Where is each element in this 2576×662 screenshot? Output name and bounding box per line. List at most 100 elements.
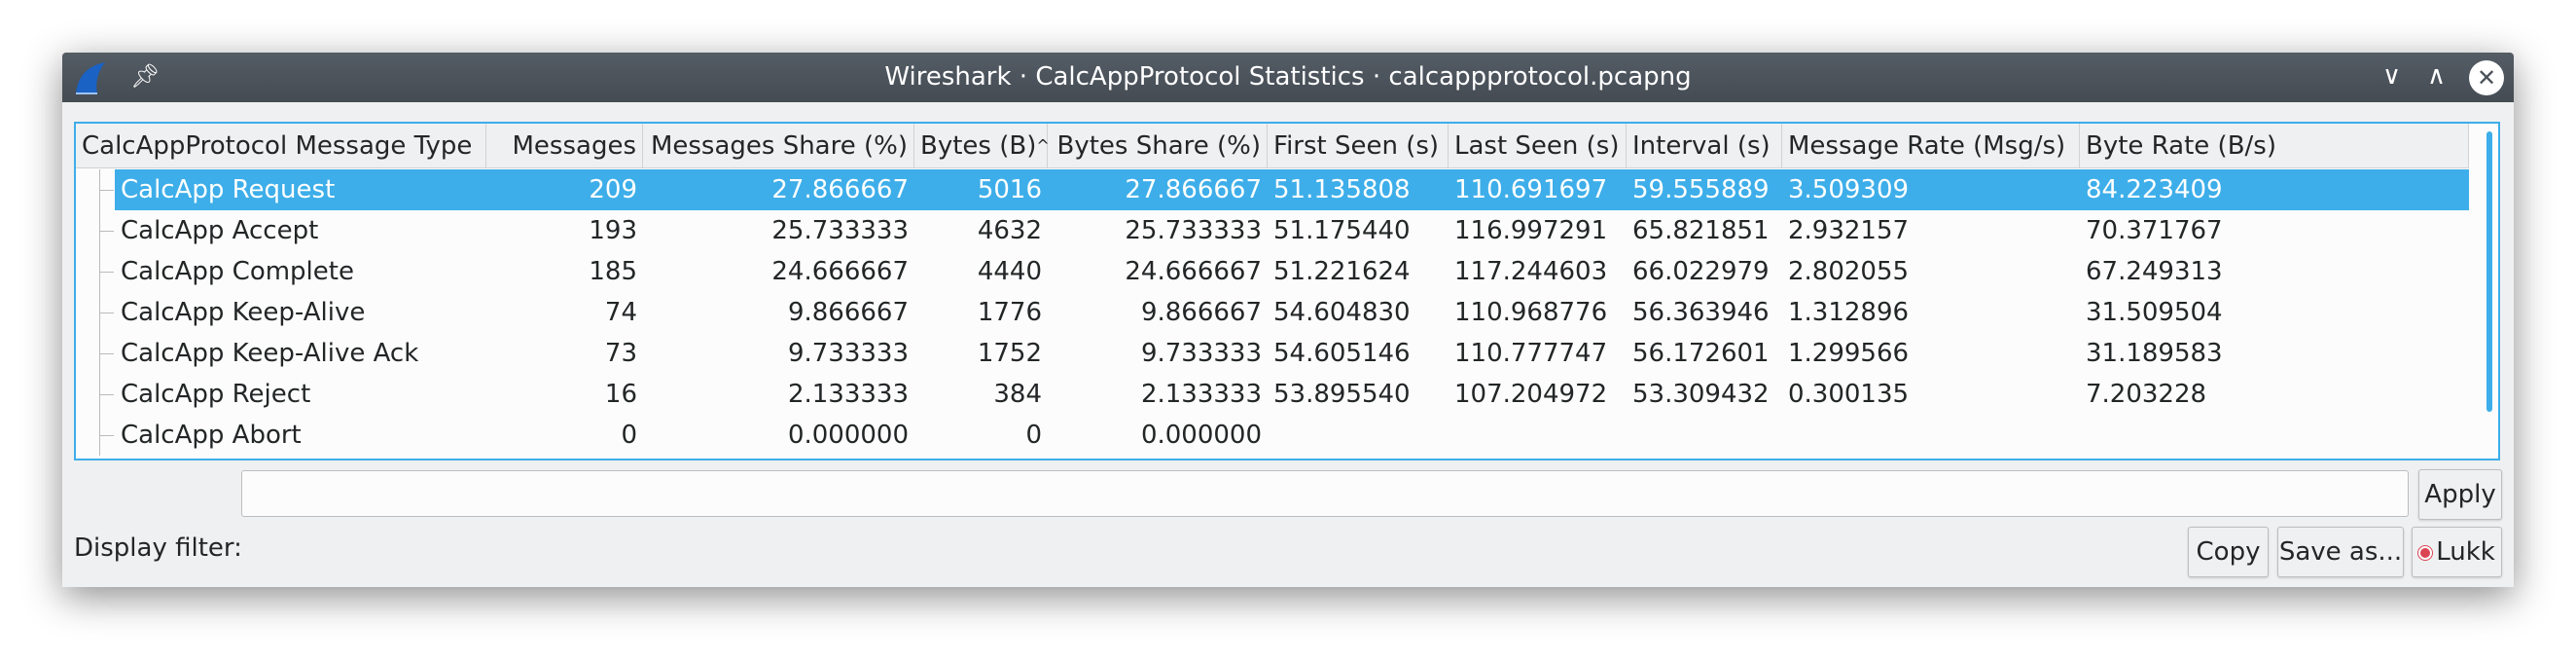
table-cell: 1.299566 — [1788, 339, 1910, 368]
table-cell: 70.371767 — [2086, 216, 2223, 245]
table-cell: 209 — [589, 175, 637, 204]
column-header[interactable]: Messages — [486, 124, 643, 168]
table-cell: CalcApp Abort — [121, 421, 302, 450]
table-cell: 0.300135 — [1788, 380, 1910, 409]
minimize-icon[interactable]: ∨ — [2381, 61, 2401, 91]
tree-line — [99, 169, 115, 210]
table-cell: 51.221624 — [1273, 257, 1411, 286]
table-cell: 9.733333 — [1140, 339, 1262, 368]
statistics-table[interactable]: CalcAppProtocol Message Type Messages Mess… — [74, 122, 2500, 460]
table-cell: CalcApp Reject — [121, 380, 311, 409]
table-cell: 110.777747 — [1454, 339, 1608, 368]
close-circle-icon — [2418, 545, 2433, 560]
tree-line — [99, 251, 115, 292]
table-cell: 24.666667 — [1125, 257, 1262, 286]
table-cell: 31.509504 — [2086, 298, 2223, 327]
table-cell: 51.175440 — [1273, 216, 1411, 245]
table-cell: 2.802055 — [1788, 257, 1910, 286]
table-cell — [1782, 415, 2080, 456]
column-header[interactable]: Last Seen (s) — [1449, 124, 1627, 168]
table-cell: CalcApp Keep-Alive — [121, 298, 366, 327]
table-row[interactable]: CalcApp Keep-Alive 74 9.866667 1776 9.866667… — [76, 292, 2469, 333]
table-cell: 56.172601 — [1632, 339, 1770, 368]
table-cell: CalcApp Keep-Alive Ack — [121, 339, 419, 368]
save-as-button[interactable]: Save as... — [2277, 527, 2404, 577]
table-cell: 7.203228 — [2086, 380, 2207, 409]
table-cell: 110.968776 — [1454, 298, 1608, 327]
table-cell: CalcApp Accept — [121, 216, 319, 245]
table-header: CalcAppProtocol Message Type Messages Mess… — [76, 124, 2469, 168]
column-header[interactable]: Messages Share (%) — [643, 124, 914, 168]
table-cell: 67.249313 — [2086, 257, 2223, 286]
maximize-icon[interactable]: ∧ — [2426, 61, 2446, 91]
table-row[interactable]: CalcApp Request 209 27.866667 5016 27.866667… — [76, 169, 2469, 210]
table-cell: 0 — [621, 421, 637, 450]
table-row[interactable]: CalcApp Keep-Alive Ack 73 9.733333 1752 9.73… — [76, 333, 2469, 374]
table-cell: 54.604830 — [1273, 298, 1411, 327]
table-cell: 2.133333 — [1140, 380, 1262, 409]
table-cell: 4632 — [977, 216, 1042, 245]
table-cell: 25.733333 — [771, 216, 909, 245]
table-cell: 193 — [589, 216, 637, 245]
sort-ascending-icon: ^ — [1036, 136, 1050, 155]
table-cell: 0.000000 — [787, 421, 909, 450]
display-filter-input[interactable] — [241, 470, 2409, 517]
table-cell: 185 — [589, 257, 637, 286]
table-cell — [1268, 415, 1449, 456]
table-row[interactable]: CalcApp Complete 185 24.666667 4440 24.66666… — [76, 251, 2469, 292]
table-cell: 0.000000 — [1140, 421, 1262, 450]
lukk-button[interactable]: Lukk — [2412, 527, 2502, 577]
table-cell: 31.189583 — [2086, 339, 2223, 368]
table-cell: 65.821851 — [1632, 216, 1770, 245]
table-cell: 3.509309 — [1788, 175, 1910, 204]
table-row[interactable]: CalcApp Accept 193 25.733333 4632 25.733333 5… — [76, 210, 2469, 251]
table-cell: 9.733333 — [787, 339, 909, 368]
wireshark-fin-icon — [76, 62, 105, 94]
table-cell — [1449, 415, 1627, 456]
column-header[interactable]: Bytes (B)^ — [914, 124, 1050, 168]
table-cell: 84.223409 — [2086, 175, 2223, 204]
table-cell: 5016 — [977, 175, 1042, 204]
table-cell: 384 — [993, 380, 1042, 409]
table-cell: 73 — [604, 339, 637, 368]
tree-line — [99, 210, 115, 251]
table-cell: 1.312896 — [1788, 298, 1910, 327]
table-cell: 24.666667 — [771, 257, 909, 286]
tree-line — [99, 415, 115, 456]
pin-icon[interactable]: 📌︎ — [130, 62, 161, 90]
table-cell — [2080, 415, 2469, 456]
table-cell: 107.204972 — [1454, 380, 1608, 409]
display-filter-label: Display filter: — [74, 533, 242, 563]
table-cell: 9.866667 — [787, 298, 909, 327]
copy-button[interactable]: Copy — [2188, 527, 2269, 577]
close-icon[interactable]: ✕ — [2469, 60, 2504, 95]
table-cell: 66.022979 — [1632, 257, 1770, 286]
tree-line — [99, 292, 115, 333]
table-cell: 56.363946 — [1632, 298, 1770, 327]
table-cell: CalcApp Request — [121, 175, 336, 204]
scrollbar[interactable] — [2487, 131, 2492, 412]
table-cell: 110.691697 — [1454, 175, 1608, 204]
column-header[interactable]: Message Rate (Msg/s) — [1782, 124, 2080, 168]
table-cell: 116.997291 — [1454, 216, 1608, 245]
window-title: Wireshark · CalcAppProtocol Statistics ·… — [884, 62, 1692, 92]
column-header-label: Bytes (B) — [920, 131, 1037, 161]
table-cell: 53.309432 — [1632, 380, 1770, 409]
column-header[interactable]: Interval (s) — [1627, 124, 1782, 168]
table-cell: 53.895540 — [1273, 380, 1411, 409]
table-cell: 2.932157 — [1788, 216, 1910, 245]
column-header[interactable]: Bytes Share (%) — [1048, 124, 1268, 168]
table-row[interactable]: CalcApp Abort 0 0.000000 0 0.000000 — [76, 415, 2469, 456]
column-header[interactable]: First Seen (s) — [1268, 124, 1449, 168]
table-cell: 27.866667 — [1125, 175, 1262, 204]
table-cell: 59.555889 — [1632, 175, 1770, 204]
table-cell: 1776 — [977, 298, 1042, 327]
column-header[interactable]: Byte Rate (B/s) — [2080, 124, 2469, 168]
table-row[interactable]: CalcApp Reject 16 2.133333 384 2.133333 53.89… — [76, 374, 2469, 415]
column-header[interactable]: CalcAppProtocol Message Type — [76, 124, 486, 168]
apply-button[interactable]: Apply — [2418, 469, 2502, 520]
table-cell: 9.866667 — [1140, 298, 1262, 327]
table-cell: 27.866667 — [771, 175, 909, 204]
table-cell: 54.605146 — [1273, 339, 1411, 368]
lukk-label: Lukk — [2436, 537, 2495, 567]
